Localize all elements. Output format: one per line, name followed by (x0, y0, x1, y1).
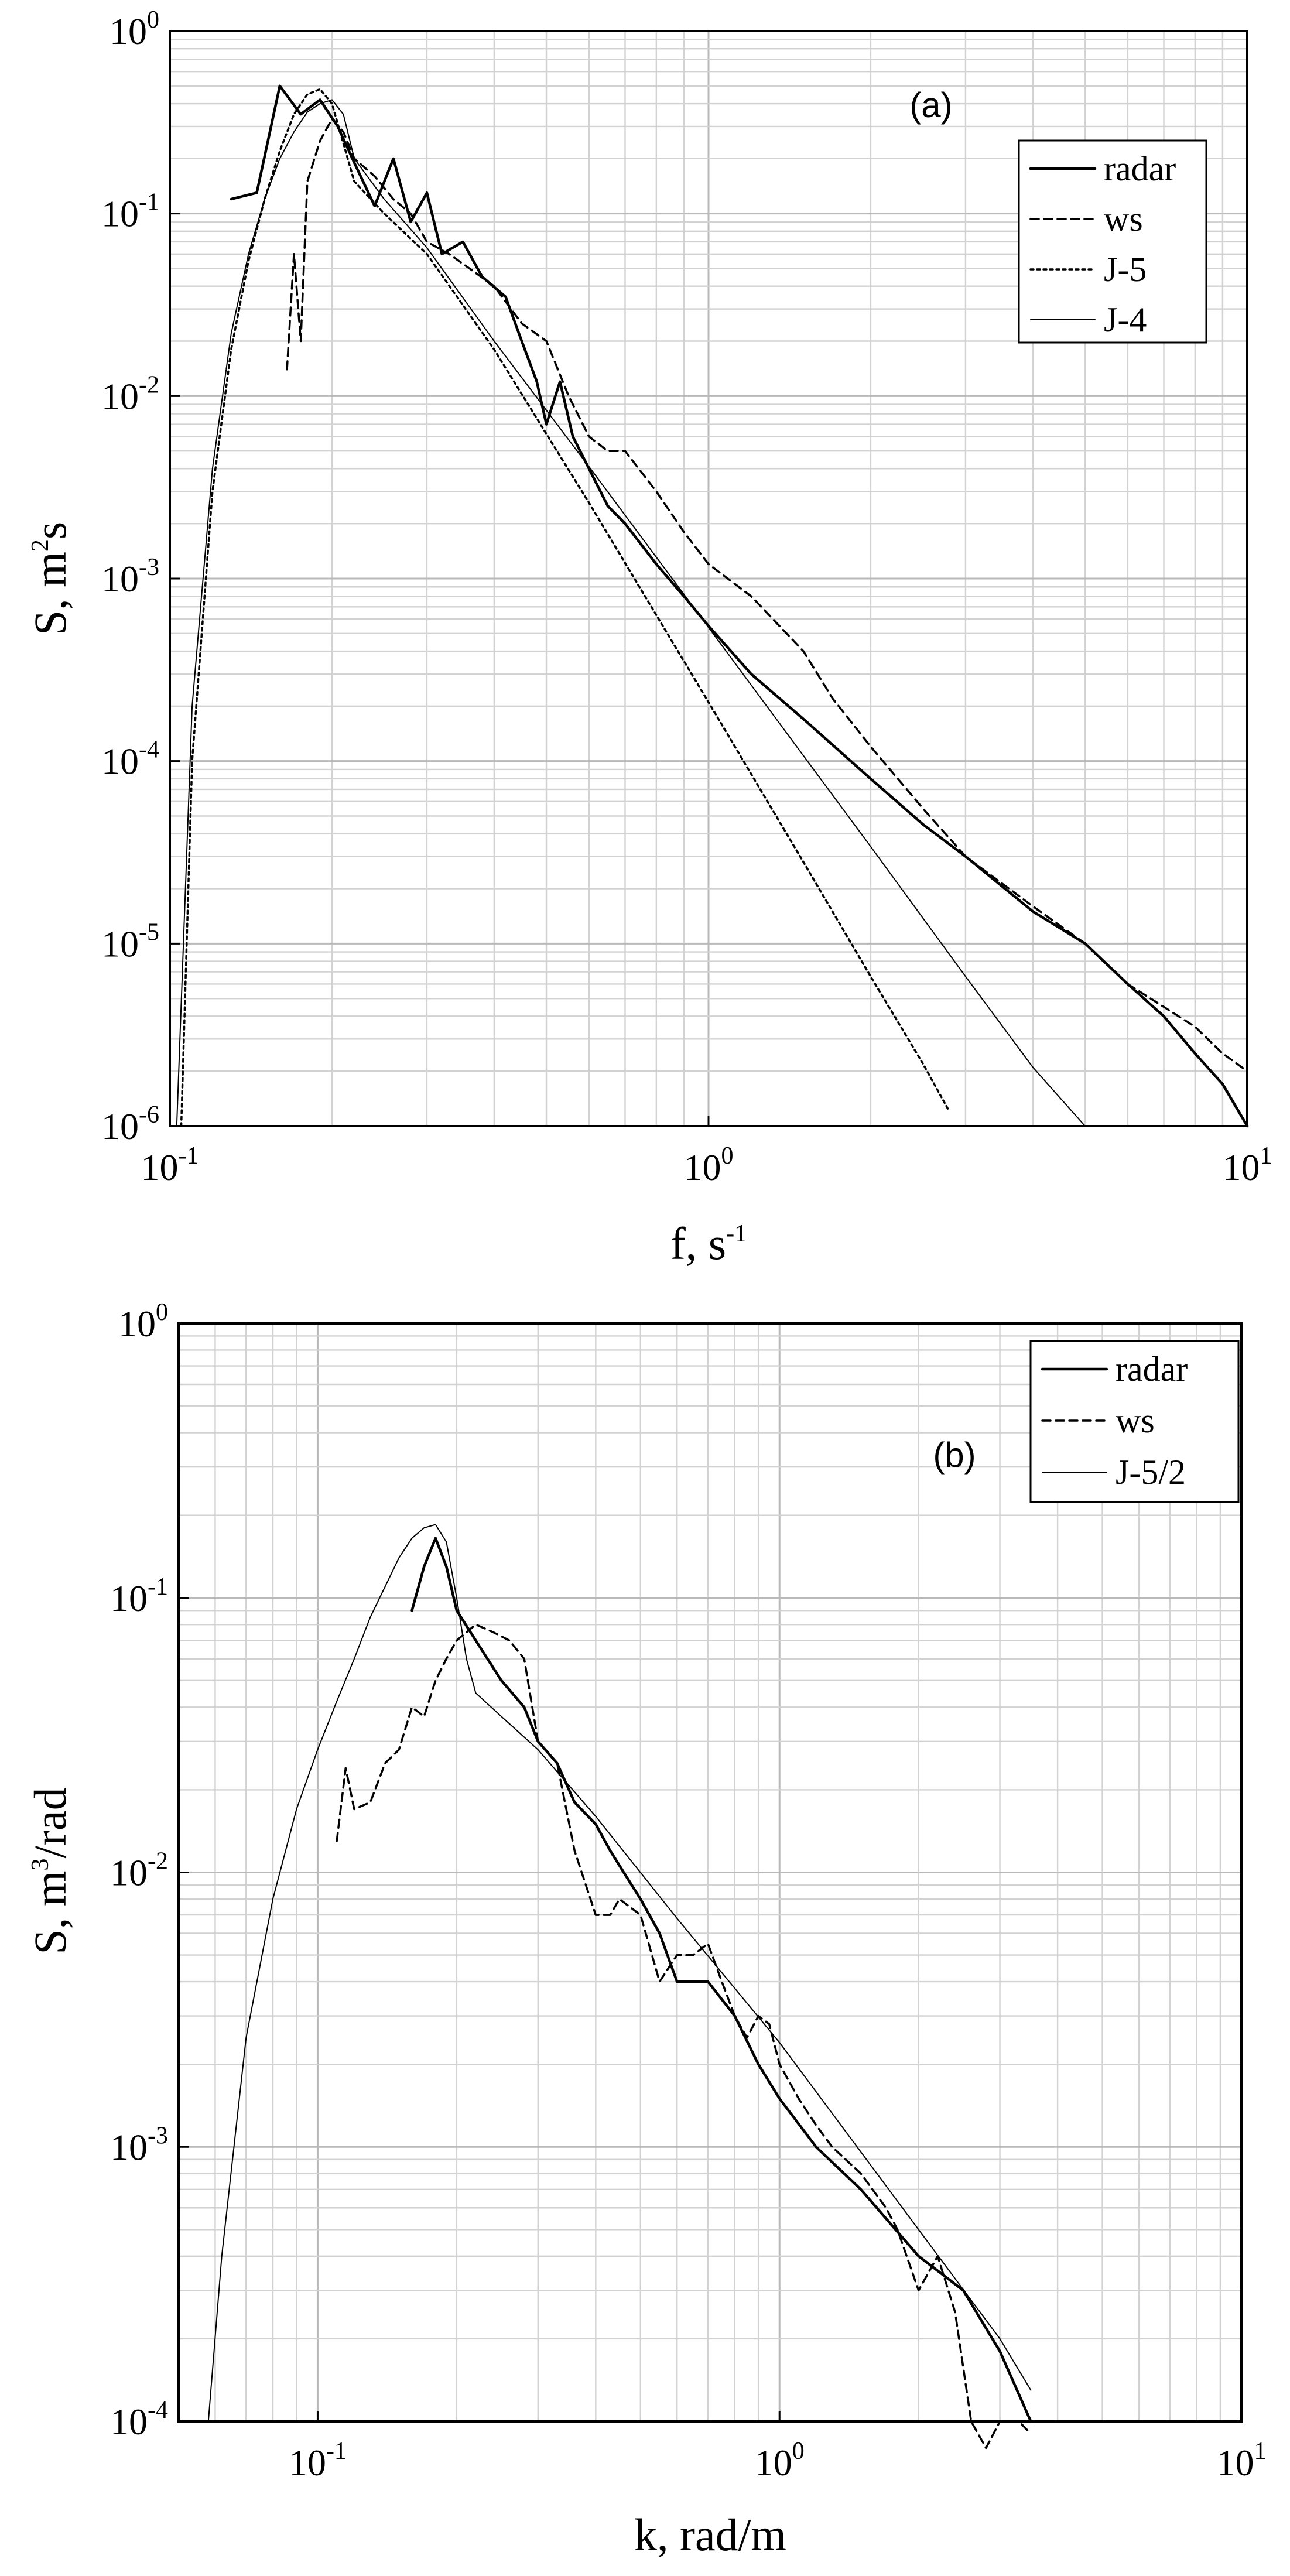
x-axis-label: f, s-1 (670, 1218, 747, 1269)
legend-box (1029, 1340, 1240, 1503)
y-tick-label: 10-2 (110, 1848, 168, 1894)
y-tick-label: 10-4 (101, 737, 159, 782)
y-tick-label: 10-1 (101, 189, 159, 235)
grid (169, 31, 1247, 1127)
x-axis-label: k, rad/m (634, 2509, 786, 2560)
series-layer (207, 1524, 1032, 2450)
y-tick-label: 10-6 (101, 1101, 159, 1147)
legend-label: J-4 (1104, 300, 1147, 339)
y-tick-label: 10-3 (110, 2122, 168, 2168)
legend: radar ws J-5 J-4 (1018, 139, 1207, 344)
series-line-radar (410, 1537, 1032, 2423)
panel-label: (a) (909, 85, 952, 125)
series-line-j-5 (180, 88, 951, 1127)
x-tick-label: 101 (1217, 2438, 1267, 2483)
y-tick-label: 10-2 (101, 371, 159, 417)
series-layer (176, 84, 1249, 1128)
y-axis-label: S, m3/rad (25, 1787, 76, 1954)
legend-label: radar (1116, 1350, 1188, 1388)
legend-label: J-5/2 (1116, 1453, 1186, 1491)
series-line-j-4 (176, 99, 1086, 1127)
series-line-j-5-2 (207, 1524, 1032, 2422)
y-tick-label: 100 (110, 6, 159, 52)
y-tick-label: 10-5 (101, 919, 159, 964)
y-tick-label: 10-4 (110, 2397, 168, 2442)
y-tick-label: 10-3 (101, 554, 159, 600)
legend-label: J-5 (1104, 250, 1147, 289)
legend-label: ws (1104, 200, 1143, 238)
x-tick-label: 100 (684, 1142, 734, 1188)
chart-panel-b: 10-1 100 101 10-4 10-3 10-2 10-1 100 (b) radar w… (25, 1299, 1267, 2560)
axis-ticks: 10-1 100 101 10-6 10-5 10-4 10-3 10-2 10-1 100 (101, 6, 1272, 1188)
legend-label: radar (1104, 149, 1176, 188)
y-tick-label: 10-1 (110, 1573, 168, 1619)
legend-box (1018, 139, 1207, 344)
legend: radar ws J-5/2 (1029, 1340, 1240, 1503)
x-tick-label: 101 (1223, 1142, 1272, 1188)
legend-label: ws (1116, 1401, 1155, 1440)
series-line-radar (230, 84, 1249, 1128)
series-line-ws (336, 1623, 1032, 2450)
grid (177, 1323, 1241, 2423)
chart-panel-a: 10-1 100 101 10-6 10-5 10-4 10-3 10-2 10-1 100 (a… (25, 6, 1272, 1269)
x-tick-label: 10-1 (289, 2438, 347, 2483)
x-tick-label: 100 (755, 2438, 805, 2483)
x-tick-label: 10-1 (141, 1142, 199, 1188)
panel-label: (b) (933, 1435, 976, 1475)
series-line-ws (286, 118, 1248, 1072)
axis-ticks: 10-1 100 101 10-4 10-3 10-2 10-1 100 (110, 1299, 1267, 2483)
y-axis-label: S, m2s (25, 522, 76, 635)
y-tick-label: 100 (118, 1299, 168, 1345)
